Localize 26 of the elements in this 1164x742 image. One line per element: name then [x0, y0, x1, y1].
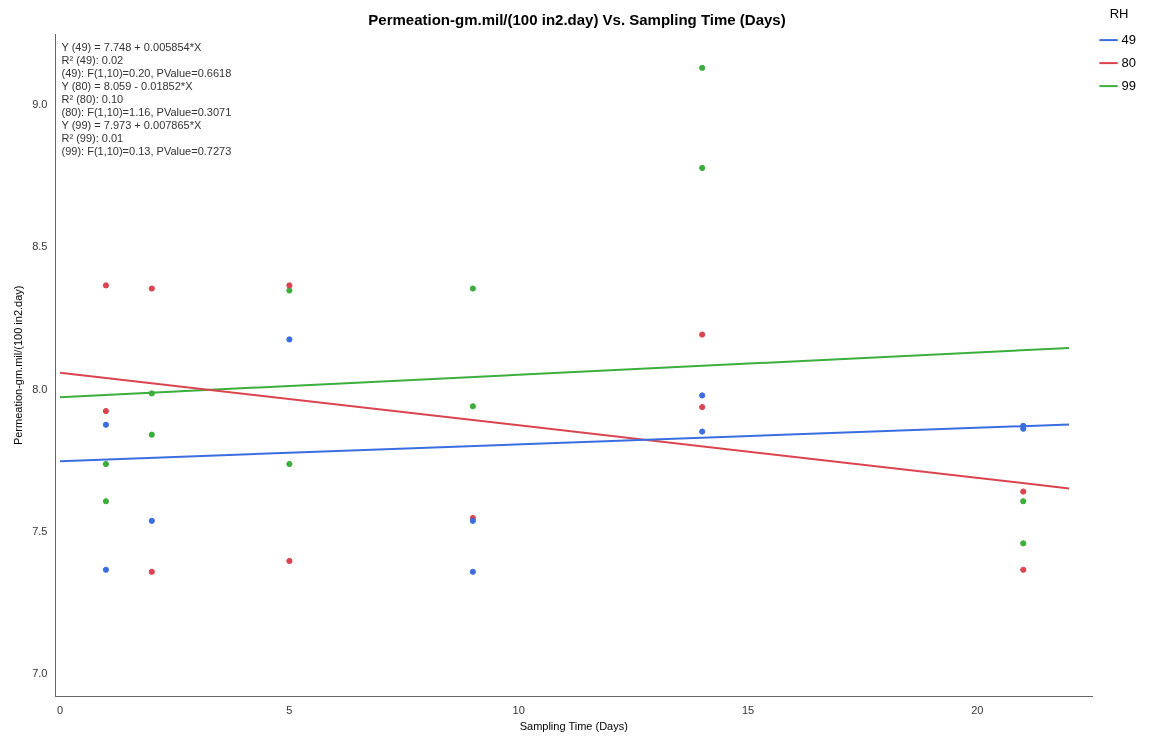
annotation: Y (49) = 7.748 + 0.005854*X — [61, 40, 203, 53]
y-tick-label: 7.5 — [32, 524, 48, 537]
y-tick-label: 8.0 — [32, 382, 48, 395]
annotation: R² (80): 0.10 — [61, 92, 124, 105]
annotation: R² (49): 0.02 — [61, 53, 124, 66]
legend-label: 80 — [1121, 54, 1137, 70]
annotation: Y (99) = 7.973 + 0.007865*X — [61, 118, 203, 131]
x-tick-label: 10 — [512, 704, 525, 717]
legend-label: 99 — [1121, 77, 1137, 93]
annotation: (49): F(1,10)=0.20, PValue=0.6618 — [61, 66, 232, 79]
y-tick-label: 8.5 — [32, 240, 48, 253]
x-tick-label: 5 — [286, 704, 293, 717]
y-tick-label: 7.0 — [32, 666, 48, 679]
x-tick-label: 15 — [741, 704, 755, 717]
annotation: Y (80) = 8.059 - 0.01852*X — [61, 79, 194, 92]
legend-label: 49 — [1121, 31, 1137, 47]
x-tick-label: 20 — [971, 704, 984, 717]
y-axis-title: Permeation-gm.mil/(100 in2.day) — [11, 285, 24, 446]
annotation: (80): F(1,10)=1.16, PValue=0.3071 — [61, 105, 232, 118]
x-axis-title: Sampling Time (Days) — [519, 720, 628, 733]
x-tick-label: 0 — [57, 704, 64, 717]
y-tick-label: 9.0 — [32, 98, 48, 111]
legend-title: RH — [1109, 6, 1129, 22]
annotation: R² (99): 0.01 — [61, 131, 124, 144]
annotation: (99): F(1,10)=0.13, PValue=0.7273 — [61, 144, 232, 157]
chart-title: Permeation-gm.mil/(100 in2.day) Vs. Sampling Time (Days) — [368, 11, 786, 29]
